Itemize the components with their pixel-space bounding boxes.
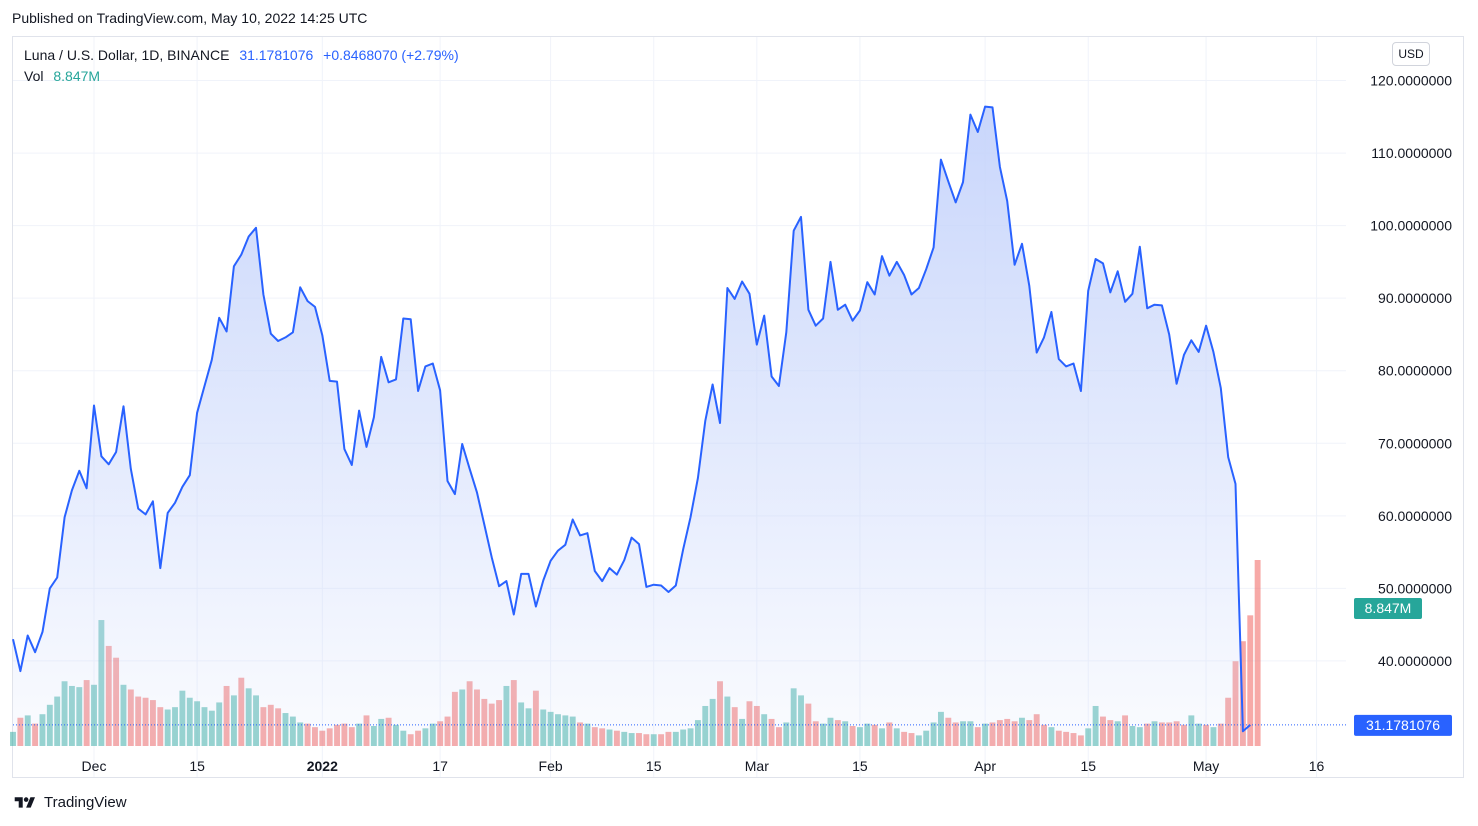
x-tick-label: Mar — [745, 758, 769, 774]
legend-last-price: 31.1781076 — [239, 47, 314, 63]
y-tick-label: 100.0000000 — [1370, 218, 1452, 234]
y-tick-label: 80.0000000 — [1378, 363, 1452, 379]
y-tick-label: 50.0000000 — [1378, 580, 1452, 596]
y-tick-label: 120.0000000 — [1370, 73, 1452, 89]
footer-brand[interactable]: TradingView — [12, 794, 127, 811]
x-tick-label: Feb — [539, 758, 563, 774]
x-tick-label: 2022 — [307, 758, 338, 774]
chart-legend: Luna / U.S. Dollar, 1D, BINANCE 31.17810… — [24, 45, 459, 87]
x-tick-label: 15 — [1080, 758, 1096, 774]
published-caption: Published on TradingView.com, May 10, 20… — [12, 10, 368, 26]
x-tick-label: 17 — [432, 758, 448, 774]
x-tick-label: Apr — [974, 758, 996, 774]
tradingview-logo-icon — [14, 796, 35, 808]
y-tick-label: 60.0000000 — [1378, 508, 1452, 524]
volume-bar — [1239, 641, 1246, 746]
y-tick-label: 40.0000000 — [1378, 653, 1452, 669]
legend-symbol: Luna / U.S. Dollar, 1D, BINANCE — [24, 47, 230, 63]
price-line — [12, 105, 1251, 733]
y-tick-label: 90.0000000 — [1378, 290, 1452, 306]
last-price-label-box — [1354, 714, 1452, 736]
price-axis[interactable]: 40.0000000 50.0000000 60.0000000 70.0000000… — [1370, 73, 1452, 669]
axis-value-labels: 31.1781076 8.847M — [1354, 597, 1452, 736]
y-tick-label: 70.0000000 — [1378, 435, 1452, 451]
currency-button[interactable]: USD — [1392, 42, 1430, 66]
x-tick-label: May — [1193, 758, 1219, 774]
volume-label: 8.847M — [1365, 600, 1412, 616]
legend-volume-label: Vol — [24, 68, 44, 84]
x-tick-label: Dec — [82, 758, 107, 774]
volume-label-box — [1354, 597, 1422, 619]
volume-bar — [1247, 615, 1254, 746]
last-price-label: 31.1781076 — [1366, 717, 1440, 733]
x-tick-label: 15 — [852, 758, 868, 774]
time-axis[interactable]: Dec 15 2022 17 Feb 15 Mar 15 Apr 15 May 16 — [82, 758, 1325, 774]
y-tick-label: 110.0000000 — [1371, 145, 1452, 161]
legend-change: +0.8468070 (+2.79%) — [323, 47, 459, 63]
chart-frame[interactable] — [12, 36, 1464, 778]
x-tick-label: 16 — [1309, 758, 1325, 774]
footer-brand-label: TradingView — [44, 794, 127, 811]
x-tick-label: 15 — [189, 758, 205, 774]
legend-volume-value: 8.847M — [53, 68, 101, 84]
volume-bar — [1254, 560, 1261, 746]
price-area — [13, 106, 1251, 747]
x-tick-label: 15 — [646, 758, 662, 774]
